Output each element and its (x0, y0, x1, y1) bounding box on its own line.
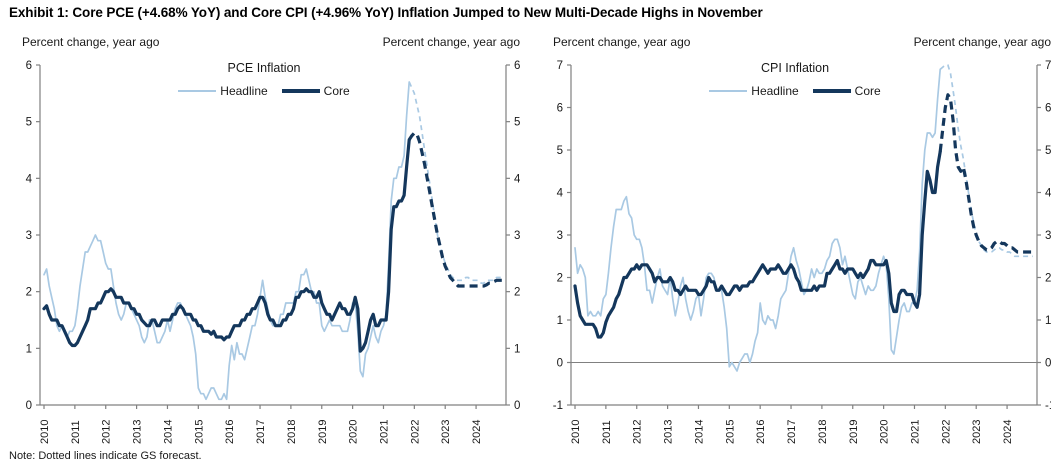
y-tick-label-left: 2 (26, 287, 32, 299)
x-tick-label: 2020 (348, 420, 360, 444)
cpi-y-caption-left: Percent change, year ago (553, 35, 691, 49)
y-tick-label-left: 3 (26, 230, 32, 242)
y-tick-label-left: 3 (557, 230, 563, 242)
x-tick-label: 2019 (848, 420, 860, 444)
pce-plot: 0 0 1 1 2 2 3 3 4 4 5 5 6 6 2010 2011 2012 2013 2014 2015 20… (26, 60, 520, 444)
x-tick-label: 2023 (440, 420, 452, 444)
y-tick-label-right: 5 (514, 117, 520, 129)
pce-legend-item-core: Core (281, 84, 350, 98)
cpi-legend-item-core: Core (812, 84, 881, 98)
x-tick-label: 2018 (817, 420, 829, 444)
headline-series-actual (43, 81, 411, 401)
x-tick-label: 2021 (378, 420, 390, 444)
x-tick-label: 2015 (193, 420, 205, 444)
y-tick-label-left: 4 (26, 173, 33, 185)
x-tick-label: 2014 (162, 420, 174, 444)
x-tick-label: 2016 (224, 420, 236, 444)
cpi-chart-title: CPI Inflation (760, 61, 830, 75)
cpi-legend-item-headline: Headline (709, 84, 799, 98)
y-tick-label-left: 2 (557, 273, 563, 285)
cpi-caption-row: Percent change, year ago Percent change,… (539, 35, 1051, 51)
x-tick-label: 2010 (570, 420, 582, 444)
x-tick-label: 2011 (70, 420, 82, 444)
x-tick-label: 2015 (724, 420, 736, 444)
y-tick-label-left: 1 (26, 343, 32, 355)
x-tick-label: 2018 (286, 420, 298, 444)
exhibit-title: Exhibit 1: Core PCE (+4.68% YoY) and Cor… (9, 5, 763, 20)
pce-y-caption-left: Percent change, year ago (22, 35, 160, 49)
y-tick-label-left: 4 (557, 188, 564, 200)
pce-caption-row: Percent change, year ago Percent change,… (8, 35, 520, 51)
y-tick-label-right: 0 (514, 400, 520, 412)
core-line-swatch (281, 89, 320, 93)
cpi-legend-label-core: Core (854, 84, 881, 98)
y-tick-label-right: 0 (1045, 358, 1051, 370)
core-series-actual (42, 138, 411, 353)
x-tick-label: 2020 (879, 420, 891, 444)
headline-series-actual (574, 68, 942, 372)
pce-legend-label-headline: Headline (220, 84, 268, 98)
x-tick-label: 2011 (601, 420, 613, 444)
cpi-plot: -1 -1 0 0 1 1 2 2 3 3 4 4 5 5 6 6 7 7 2010 2011 2012 2013 2014… (553, 60, 1051, 444)
headline-series-forecast (408, 81, 502, 285)
x-tick-label: 2023 (971, 420, 983, 444)
cpi-chart-panel: -1 -1 0 0 1 1 2 2 3 3 4 4 5 5 6 6 7 7 2010 2011 2012 2013 2014… (539, 32, 1051, 446)
core-line-swatch (812, 89, 851, 93)
headline-series-forecast (939, 64, 1033, 258)
core-series-forecast (407, 131, 502, 288)
headline-line-swatch (178, 90, 217, 92)
y-tick-label-right: 2 (1045, 273, 1051, 285)
y-tick-label-left: 6 (557, 103, 563, 115)
y-tick-label-left: 5 (557, 145, 563, 157)
y-tick-label-right: 5 (1045, 145, 1051, 157)
headline-line-swatch (709, 90, 748, 92)
pce-chart-title: PCE Inflation (227, 61, 301, 75)
x-tick-label: 2022 (940, 420, 952, 444)
y-tick-label-right: 4 (1045, 188, 1051, 200)
y-tick-label-right: 2 (514, 287, 520, 299)
x-tick-label: 2022 (409, 420, 421, 444)
y-tick-label-right: 6 (514, 60, 520, 72)
y-tick-label-left: 0 (557, 358, 563, 370)
pce-legend-item-headline: Headline (178, 84, 268, 98)
y-tick-label-right: -1 (1045, 400, 1051, 412)
x-tick-label: 2010 (39, 420, 51, 444)
y-tick-label-right: 6 (1045, 103, 1051, 115)
x-tick-label: 2021 (909, 420, 921, 444)
cpi-y-caption-right: Percent change, year ago (913, 35, 1051, 49)
x-tick-label: 2014 (693, 420, 705, 444)
y-tick-label-left: -1 (553, 400, 563, 412)
x-tick-label: 2013 (663, 420, 675, 444)
y-tick-label-right: 7 (1045, 60, 1051, 72)
x-tick-label: 2024 (1002, 420, 1014, 444)
x-tick-label: 2012 (101, 420, 113, 444)
y-tick-label-right: 1 (514, 343, 520, 355)
x-tick-label: 2019 (317, 420, 329, 444)
cpi-legend: Headline Core (539, 84, 1051, 98)
y-tick-label-right: 3 (1045, 230, 1051, 242)
y-tick-label-right: 1 (1045, 315, 1051, 327)
y-tick-label-left: 5 (26, 117, 32, 129)
core-series-forecast (938, 93, 1033, 254)
pce-chart-panel: 0 0 1 1 2 2 3 3 4 4 5 5 6 6 2010 2011 2012 2013 2014 2015 20… (8, 32, 520, 446)
y-tick-label-left: 0 (26, 400, 32, 412)
x-tick-label: 2017 (786, 420, 798, 444)
x-tick-label: 2016 (755, 420, 767, 444)
cpi-legend-label-headline: Headline (751, 84, 799, 98)
core-series-actual (573, 150, 942, 339)
y-tick-label-left: 7 (557, 60, 563, 72)
pce-legend: Headline Core (8, 84, 520, 98)
pce-y-caption-right: Percent change, year ago (382, 35, 520, 49)
x-tick-label: 2024 (471, 420, 483, 444)
pce-legend-label-core: Core (323, 84, 350, 98)
x-tick-label: 2012 (632, 420, 644, 444)
x-tick-label: 2017 (255, 420, 267, 444)
y-tick-label-right: 3 (514, 230, 520, 242)
y-tick-label-left: 1 (557, 315, 563, 327)
footnote: Note: Dotted lines indicate GS forecast. (9, 450, 202, 462)
y-tick-label-left: 6 (26, 60, 32, 72)
y-tick-label-right: 4 (514, 173, 520, 185)
x-tick-label: 2013 (132, 420, 144, 444)
